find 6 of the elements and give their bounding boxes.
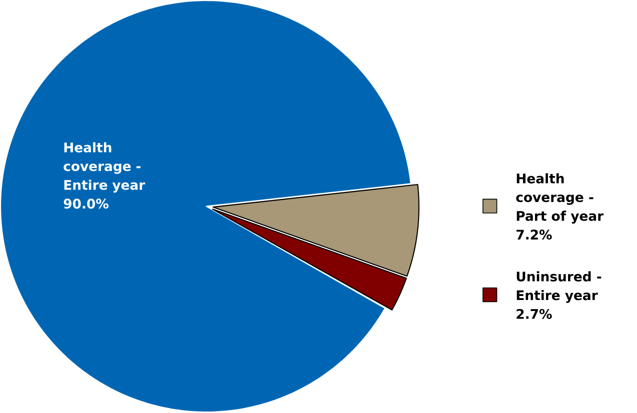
data-label: 2.7%	[516, 309, 552, 320]
data-label: 90.0%	[64, 198, 108, 209]
legend-label: Uninsured - Entire year	[516, 271, 602, 304]
legend-label: Health coverage - Part of year	[516, 173, 604, 224]
slice-label: Health coverage - Entire year	[64, 142, 146, 193]
data-label: 7.2%	[516, 230, 552, 240]
